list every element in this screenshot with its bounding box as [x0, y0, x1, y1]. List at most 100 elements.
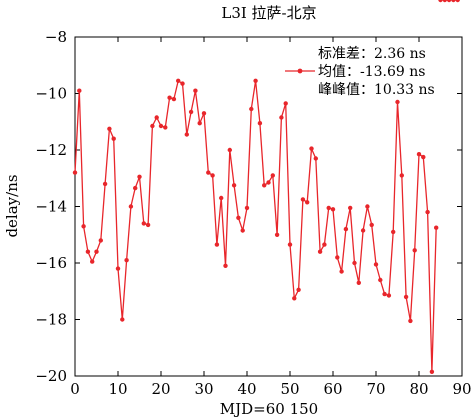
- data-point: [145, 222, 151, 228]
- data-point: [339, 269, 344, 274]
- data-point: [77, 88, 82, 93]
- y-tick-label: −18: [35, 311, 67, 329]
- series-delay: [72, 0, 460, 374]
- data-point: [283, 101, 288, 106]
- data-point: [348, 205, 353, 211]
- data-point: [158, 123, 164, 129]
- data-point: [425, 209, 430, 215]
- legend-pp-text: 峰峰值：10.33 ns: [318, 82, 435, 98]
- data-point: [107, 126, 112, 131]
- data-point: [154, 115, 159, 120]
- y-axis-title: delay/ns: [3, 174, 21, 237]
- data-point: [167, 95, 172, 100]
- data-point: [240, 228, 245, 233]
- y-axis-ticks: −20 −18 −16 −14 −12 −10 −8: [35, 28, 462, 385]
- data-point: [231, 183, 237, 188]
- x-tick-label: 70: [366, 380, 385, 398]
- data-point: [90, 259, 95, 264]
- data-point: [300, 197, 306, 202]
- x-tick-label: 50: [280, 380, 299, 398]
- data-point: [455, 0, 460, 3]
- x-tick-label: 30: [194, 380, 213, 398]
- data-point: [257, 121, 263, 126]
- data-point: [369, 222, 374, 228]
- data-point: [180, 81, 185, 86]
- data-point: [210, 173, 215, 178]
- data-point: [163, 125, 168, 130]
- data-point: [111, 136, 116, 141]
- data-point: [188, 109, 194, 115]
- data-point: [249, 106, 254, 112]
- data-point: [223, 263, 228, 268]
- x-tick-label: 40: [237, 380, 256, 398]
- data-point: [429, 369, 435, 374]
- chart-title: L3I 拉萨-北京: [221, 4, 316, 22]
- data-point: [137, 174, 142, 179]
- data-point: [395, 99, 400, 105]
- data-point: [399, 173, 404, 178]
- data-point: [356, 280, 361, 285]
- data-point: [253, 78, 258, 84]
- data-point: [120, 317, 125, 322]
- data-point: [274, 232, 280, 237]
- y-tick-label: −8: [45, 28, 67, 46]
- data-point: [279, 115, 284, 120]
- y-tick-label: −16: [35, 254, 67, 272]
- data-point: [360, 228, 366, 233]
- data-point: [434, 225, 439, 230]
- data-point: [236, 215, 241, 220]
- data-point: [365, 204, 370, 209]
- y-tick-label: −12: [35, 141, 67, 159]
- data-point: [326, 205, 331, 211]
- data-point: [382, 291, 387, 297]
- data-point: [184, 132, 189, 137]
- data-point: [330, 207, 336, 212]
- data-point: [141, 221, 146, 226]
- x-tick-label: 20: [151, 380, 170, 398]
- data-point: [81, 224, 86, 229]
- data-point: [287, 242, 293, 247]
- data-point: [352, 260, 357, 266]
- data-point: [421, 154, 426, 160]
- y-tick-label: −10: [35, 85, 67, 103]
- legend-mean-text: 均值：-13.69 ns: [318, 64, 425, 80]
- data-point: [391, 229, 396, 235]
- data-point: [214, 242, 220, 247]
- data-point: [98, 238, 104, 243]
- data-point: [378, 277, 383, 283]
- y-tick-label: −20: [35, 367, 67, 385]
- series-line: [74, 79, 437, 372]
- data-point: [317, 249, 323, 254]
- x-axis-ticks: 0 10 20 30 40 50 60 70 80 90: [70, 37, 472, 398]
- data-point: [309, 146, 314, 151]
- data-point: [322, 242, 327, 247]
- data-point: [133, 185, 138, 191]
- data-point: [124, 258, 129, 263]
- data-point: [102, 181, 108, 187]
- data-point: [85, 249, 91, 254]
- data-point: [171, 96, 177, 102]
- data-point: [305, 200, 310, 205]
- data-point: [412, 248, 417, 253]
- x-tick-label: 80: [409, 380, 428, 398]
- data-point: [193, 88, 198, 93]
- data-point: [403, 294, 409, 300]
- x-tick-label: 60: [323, 380, 342, 398]
- data-point: [446, 0, 452, 3]
- data-point: [94, 249, 99, 254]
- data-point: [313, 156, 318, 161]
- data-point: [201, 111, 207, 116]
- y-tick-label: −14: [35, 198, 67, 216]
- data-point: [219, 195, 224, 201]
- data-point: [373, 262, 379, 267]
- data-point: [197, 121, 202, 126]
- data-point: [150, 123, 155, 129]
- data-point: [227, 147, 232, 153]
- x-tick-label: 90: [452, 380, 471, 398]
- data-point: [176, 78, 181, 84]
- data-point: [296, 287, 301, 292]
- data-point: [262, 183, 267, 188]
- data-point: [266, 180, 271, 185]
- data-point: [128, 204, 134, 209]
- x-tick-label: 0: [70, 380, 80, 398]
